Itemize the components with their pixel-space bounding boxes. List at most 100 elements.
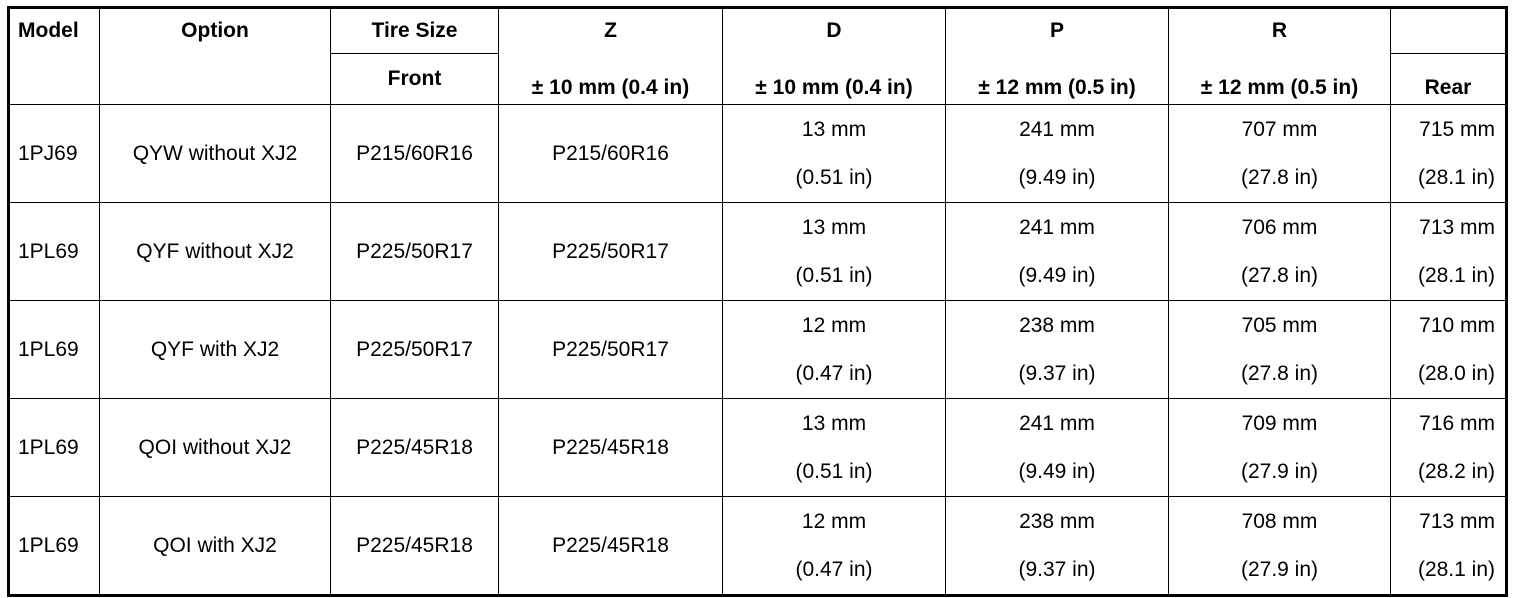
header-text: Z <box>604 19 617 42</box>
cell-text: 12 mm <box>801 509 867 533</box>
cell-text: (9.49 in) <box>1018 165 1096 189</box>
cell-text: 238 mm <box>1019 509 1095 533</box>
cell-text: 241 mm <box>1019 117 1095 141</box>
table-cell: 241 mm (9.49 in) <box>945 202 1169 301</box>
header-cell: Tire Size <box>330 7 499 54</box>
cell-text: 241 mm <box>1019 215 1095 239</box>
cell-text: (9.37 in) <box>1018 557 1096 581</box>
table-cell: QYF without XJ2 <box>99 202 331 301</box>
cell-text: 713 mm <box>1419 509 1495 533</box>
cell-text: (0.51 in) <box>795 459 873 483</box>
table-row: 1PL69 QOI with XJ2 P225/45R18 P225/45R18 12 … <box>8 496 1507 596</box>
table-cell: 716 mm (28.2 in) <box>1390 398 1507 497</box>
cell-stack: 713 mm (28.1 in) <box>1391 216 1495 288</box>
cell-text: 241 mm <box>1019 411 1095 435</box>
cell-text: (27.8 in) <box>1240 263 1319 287</box>
table-cell: 707 mm (27.8 in) <box>1168 104 1391 203</box>
cell-text: (28.1 in) <box>1417 263 1495 287</box>
cell-text: (0.47 in) <box>795 557 873 581</box>
cell-stack: 12 mm (0.47 in) <box>723 510 945 582</box>
cell-text: 716 mm <box>1419 411 1495 435</box>
table-cell: 1PL69 <box>8 300 100 399</box>
cell-text: (9.49 in) <box>1018 263 1096 287</box>
cell-stack: 707 mm (27.8 in) <box>1169 118 1390 190</box>
cell-text: (27.9 in) <box>1240 557 1319 581</box>
table-cell: 1PJ69 <box>8 104 100 203</box>
cell-text: (27.9 in) <box>1240 459 1319 483</box>
cell-text: (0.47 in) <box>795 361 873 385</box>
cell-stack: 241 mm (9.49 in) <box>946 412 1168 484</box>
header-cell: Option <box>99 7 331 105</box>
header-cell: Z ± 10 mm (0.4 in) <box>498 7 723 105</box>
cell-text: 13 mm <box>801 215 867 239</box>
table-cell: 241 mm (9.49 in) <box>945 398 1169 497</box>
table-body: 1PJ69 QYW without XJ2 P215/60R16 P215/60R16… <box>8 104 1507 596</box>
cell-text: 13 mm <box>801 117 867 141</box>
table-cell: P215/60R16 <box>498 104 723 203</box>
table-cell: 708 mm (27.9 in) <box>1168 496 1391 596</box>
table-cell: 1PL69 <box>8 398 100 497</box>
table-cell: P225/45R18 <box>498 496 723 596</box>
cell-text: 713 mm <box>1419 215 1495 239</box>
header-text: ± 12 mm (0.5 in) <box>1200 76 1359 99</box>
cell-stack: 12 mm (0.47 in) <box>723 314 945 386</box>
table-cell: QYF with XJ2 <box>99 300 331 399</box>
table-cell: 1PL69 <box>8 202 100 301</box>
table-cell: 706 mm (27.8 in) <box>1168 202 1391 301</box>
cell-stack: 708 mm (27.9 in) <box>1169 510 1390 582</box>
cell-text: (27.8 in) <box>1240 165 1319 189</box>
cell-stack: 241 mm (9.49 in) <box>946 216 1168 288</box>
table-cell: 13 mm (0.51 in) <box>722 104 946 203</box>
header-cell: R ± 12 mm (0.5 in) <box>1168 7 1391 105</box>
cell-text: (27.8 in) <box>1240 361 1319 385</box>
cell-text: (28.1 in) <box>1417 557 1495 581</box>
cell-stack: 705 mm (27.8 in) <box>1169 314 1390 386</box>
table-cell: 241 mm (9.49 in) <box>945 104 1169 203</box>
header-cell <box>1390 7 1507 54</box>
cell-stack: 13 mm (0.51 in) <box>723 118 945 190</box>
table-header: Model Option Tire Size Z ± 10 mm (0.4 in)… <box>8 7 1507 105</box>
table-cell: 713 mm (28.1 in) <box>1390 496 1507 596</box>
cell-stack: 13 mm (0.51 in) <box>723 412 945 484</box>
cell-text: 707 mm <box>1241 117 1318 141</box>
cell-text: 706 mm <box>1241 215 1318 239</box>
cell-text: 705 mm <box>1241 313 1318 337</box>
cell-stack: 13 mm (0.51 in) <box>723 216 945 288</box>
header-cell: Front <box>330 53 499 105</box>
table-cell: P225/45R18 <box>330 398 499 497</box>
cell-text: (28.1 in) <box>1417 165 1495 189</box>
table-row: 1PL69 QYF with XJ2 P225/50R17 P225/50R17 12 … <box>8 300 1507 399</box>
table-row: 1PJ69 QYW without XJ2 P215/60R16 P215/60R16… <box>8 104 1507 203</box>
table-cell: 1PL69 <box>8 496 100 596</box>
table-cell: P225/50R17 <box>498 300 723 399</box>
cell-stack: 241 mm (9.49 in) <box>946 118 1168 190</box>
table-cell: 710 mm (28.0 in) <box>1390 300 1507 399</box>
table-cell: P225/45R18 <box>498 398 723 497</box>
cell-stack: 715 mm (28.1 in) <box>1391 118 1495 190</box>
table-cell: P215/60R16 <box>330 104 499 203</box>
table-cell: 715 mm (28.1 in) <box>1390 104 1507 203</box>
table-cell: 238 mm (9.37 in) <box>945 496 1169 596</box>
table-cell: 705 mm (27.8 in) <box>1168 300 1391 399</box>
table-cell: QYW without XJ2 <box>99 104 331 203</box>
cell-stack: 238 mm (9.37 in) <box>946 314 1168 386</box>
cell-text: (28.0 in) <box>1417 361 1495 385</box>
header-text: ± 12 mm (0.5 in) <box>978 76 1136 99</box>
table-cell: 12 mm (0.47 in) <box>722 496 946 596</box>
table-cell: P225/45R18 <box>330 496 499 596</box>
cell-text: (9.37 in) <box>1018 361 1096 385</box>
table-cell: 713 mm (28.1 in) <box>1390 202 1507 301</box>
cell-text: 710 mm <box>1419 313 1495 337</box>
spec-table: Model Option Tire Size Z ± 10 mm (0.4 in)… <box>7 6 1508 597</box>
cell-stack: 709 mm (27.9 in) <box>1169 412 1390 484</box>
cell-stack: 238 mm (9.37 in) <box>946 510 1168 582</box>
header-cell: Model <box>8 7 100 105</box>
cell-text: 12 mm <box>801 313 867 337</box>
table-cell: 238 mm (9.37 in) <box>945 300 1169 399</box>
cell-text: 238 mm <box>1019 313 1095 337</box>
table-row: 1PL69 QOI without XJ2 P225/45R18 P225/45R18… <box>8 398 1507 497</box>
table-cell: QOI with XJ2 <box>99 496 331 596</box>
table-cell: 709 mm (27.9 in) <box>1168 398 1391 497</box>
header-text: ± 10 mm (0.4 in) <box>755 76 913 99</box>
cell-text: (9.49 in) <box>1018 459 1096 483</box>
